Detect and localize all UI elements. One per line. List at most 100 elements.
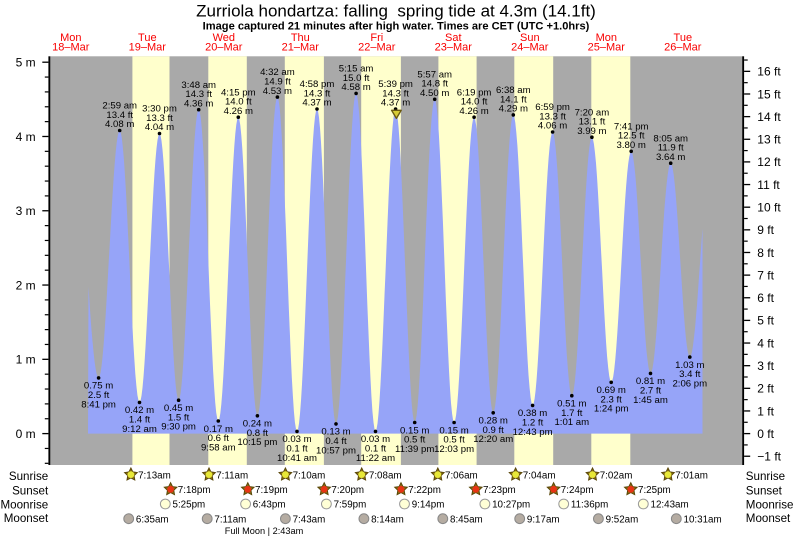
svg-text:7:41 pm: 7:41 pm (614, 121, 649, 132)
svg-text:9:17am: 9:17am (527, 514, 560, 525)
svg-text:14.9 ft: 14.9 ft (264, 77, 291, 88)
svg-text:4:58 pm: 4:58 pm (300, 79, 335, 90)
svg-text:5:39 pm: 5:39 pm (378, 79, 413, 90)
svg-text:16 ft: 16 ft (757, 65, 781, 79)
svg-text:6:59 pm: 6:59 pm (535, 102, 570, 113)
svg-text:7:02am: 7:02am (600, 470, 633, 481)
svg-text:8:41 pm: 8:41 pm (81, 399, 116, 410)
svg-text:7:10am: 7:10am (293, 470, 326, 481)
svg-text:8:05 am: 8:05 am (653, 133, 688, 144)
svg-text:1:45 am: 1:45 am (633, 395, 668, 406)
svg-text:12:20 am: 12:20 am (473, 434, 513, 445)
svg-text:7:18pm: 7:18pm (178, 485, 211, 496)
svg-text:1.4 ft: 1.4 ft (129, 415, 151, 426)
svg-text:Sunrise: Sunrise (746, 470, 785, 483)
svg-text:19–Mar: 19–Mar (129, 42, 167, 54)
svg-text:3 ft: 3 ft (757, 359, 774, 373)
svg-text:12.5 ft: 12.5 ft (618, 131, 645, 142)
svg-text:4 m: 4 m (16, 130, 36, 144)
svg-text:10:27pm: 10:27pm (492, 500, 530, 511)
svg-text:7:19pm: 7:19pm (255, 485, 288, 496)
svg-text:8:14am: 8:14am (371, 514, 404, 525)
svg-text:Mon: Mon (60, 32, 81, 44)
svg-text:2.3 ft: 2.3 ft (601, 394, 623, 405)
svg-text:Tue: Tue (674, 32, 693, 44)
svg-text:7:22pm: 7:22pm (408, 485, 441, 496)
svg-text:4.06 m: 4.06 m (538, 121, 567, 132)
svg-text:11:36pm: 11:36pm (571, 500, 608, 511)
svg-text:8:45am: 8:45am (450, 514, 483, 525)
svg-text:12:43am: 12:43am (651, 500, 689, 511)
svg-text:Sunrise: Sunrise (9, 470, 48, 483)
svg-text:13.4 ft: 13.4 ft (106, 110, 133, 121)
svg-text:14.1 ft: 14.1 ft (500, 94, 527, 105)
svg-text:2:59 am: 2:59 am (102, 101, 137, 112)
svg-text:Mon: Mon (596, 32, 617, 44)
svg-text:10:41 am: 10:41 am (277, 453, 317, 464)
svg-text:9:14pm: 9:14pm (412, 500, 445, 511)
svg-text:9 ft: 9 ft (757, 223, 774, 237)
svg-text:13.1 ft: 13.1 ft (579, 117, 606, 128)
svg-text:0.38 m: 0.38 m (518, 408, 547, 419)
svg-text:Moonset: Moonset (746, 512, 791, 525)
svg-text:14.0 ft: 14.0 ft (461, 97, 488, 108)
svg-text:23–Mar: 23–Mar (435, 42, 473, 54)
svg-text:5:25pm: 5:25pm (173, 500, 206, 511)
svg-text:7:04am: 7:04am (523, 470, 556, 481)
svg-text:Thu: Thu (291, 32, 310, 44)
svg-text:Moonset: Moonset (4, 512, 49, 525)
svg-text:11.9 ft: 11.9 ft (658, 143, 684, 154)
svg-text:24–Mar: 24–Mar (511, 42, 549, 54)
svg-text:1:24 pm: 1:24 pm (594, 404, 629, 415)
svg-text:11:39 pm: 11:39 pm (395, 444, 434, 455)
svg-text:4.37 m: 4.37 m (381, 98, 410, 109)
svg-text:7:11am: 7:11am (216, 470, 248, 481)
svg-text:14.3 ft: 14.3 ft (382, 88, 409, 99)
svg-text:7:08am: 7:08am (369, 470, 402, 481)
svg-text:5:57 am: 5:57 am (417, 69, 452, 80)
svg-text:Tue: Tue (138, 32, 157, 44)
svg-text:Sun: Sun (520, 32, 540, 44)
svg-text:0.6 ft: 0.6 ft (208, 433, 230, 444)
svg-text:3.99 m: 3.99 m (577, 126, 606, 137)
svg-text:2.7 ft: 2.7 ft (640, 386, 662, 397)
svg-text:1.7 ft: 1.7 ft (561, 408, 583, 419)
svg-text:15.0 ft: 15.0 ft (343, 73, 370, 84)
svg-text:7:23pm: 7:23pm (483, 485, 516, 496)
svg-text:0.9 ft: 0.9 ft (483, 425, 505, 436)
svg-text:4.26 m: 4.26 m (224, 106, 253, 117)
svg-text:25–Mar: 25–Mar (588, 42, 626, 54)
svg-text:9:30 pm: 9:30 pm (161, 422, 196, 433)
svg-text:0.81 m: 0.81 m (636, 376, 665, 387)
svg-text:0.17 m: 0.17 m (204, 424, 233, 435)
svg-text:Sunset: Sunset (746, 485, 783, 498)
svg-text:10:31am: 10:31am (684, 514, 722, 525)
svg-text:5 m: 5 m (16, 56, 36, 70)
svg-text:6:38 am: 6:38 am (496, 85, 531, 96)
svg-text:2:06 pm: 2:06 pm (672, 379, 707, 390)
svg-text:10 ft: 10 ft (757, 201, 781, 215)
svg-text:13 ft: 13 ft (757, 133, 781, 147)
svg-text:Zurriola hondartza: falling s: Zurriola hondartza: falling spring tide … (196, 2, 596, 21)
svg-text:7:59pm: 7:59pm (334, 500, 367, 511)
svg-text:0.69 m: 0.69 m (597, 385, 626, 396)
svg-text:12 ft: 12 ft (757, 155, 781, 169)
svg-text:13.3 ft: 13.3 ft (146, 113, 173, 124)
svg-text:1.2 ft: 1.2 ft (522, 418, 544, 429)
svg-text:10:15 pm: 10:15 pm (237, 437, 277, 448)
svg-text:9:12 am: 9:12 am (122, 424, 157, 435)
svg-text:0.28 m: 0.28 m (479, 416, 508, 427)
svg-text:−1 ft: −1 ft (757, 450, 781, 464)
svg-text:11 ft: 11 ft (757, 178, 780, 192)
svg-text:18–Mar: 18–Mar (52, 42, 90, 54)
svg-text:0.5 ft: 0.5 ft (443, 435, 465, 446)
svg-text:14.8 ft: 14.8 ft (421, 79, 448, 90)
svg-text:0 ft: 0 ft (757, 427, 774, 441)
svg-text:3.4 ft: 3.4 ft (679, 369, 701, 380)
svg-text:6 ft: 6 ft (757, 291, 774, 305)
svg-text:4.26 m: 4.26 m (459, 106, 488, 117)
svg-text:6:19 pm: 6:19 pm (457, 87, 492, 98)
svg-text:0.5 ft: 0.5 ft (404, 435, 426, 446)
svg-text:7:13am: 7:13am (138, 470, 171, 481)
svg-text:0.51 m: 0.51 m (557, 399, 586, 410)
